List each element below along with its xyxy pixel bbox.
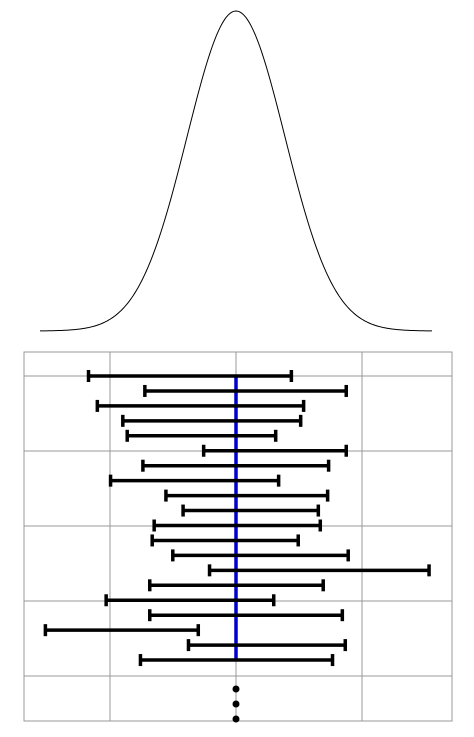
interval-20 xyxy=(138,654,335,667)
interval-5 xyxy=(125,429,278,442)
interval-8 xyxy=(108,474,281,487)
interval-list xyxy=(43,370,431,667)
normal-curve xyxy=(39,10,433,332)
interval-2 xyxy=(143,384,348,397)
continuation-dots xyxy=(232,685,240,723)
interval-12 xyxy=(150,534,300,547)
interval-9 xyxy=(164,489,330,502)
interval-11 xyxy=(152,519,323,532)
interval-14 xyxy=(207,564,431,577)
interval-10 xyxy=(181,504,321,517)
density-curve-panel xyxy=(39,10,433,332)
interval-3 xyxy=(95,399,306,412)
continuation-dot xyxy=(232,685,240,693)
continuation-dot xyxy=(232,715,240,723)
interval-4 xyxy=(121,414,303,427)
interval-1 xyxy=(86,370,294,382)
interval-18 xyxy=(43,624,201,637)
continuation-dot xyxy=(232,700,240,708)
interval-13 xyxy=(171,549,350,562)
interval-16 xyxy=(104,594,276,607)
interval-17 xyxy=(148,609,345,622)
interval-19 xyxy=(186,639,348,652)
interval-6 xyxy=(201,444,348,457)
interval-7 xyxy=(141,459,331,472)
interval-15 xyxy=(148,579,325,592)
